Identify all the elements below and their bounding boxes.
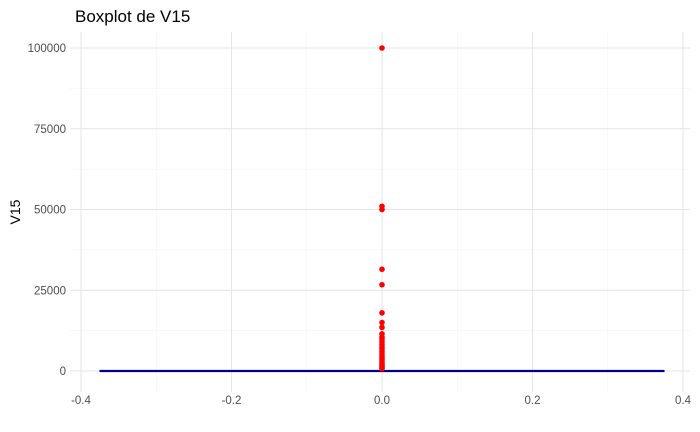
- chart-title: Boxplot de V15: [75, 7, 190, 26]
- y-axis-label: V15: [7, 199, 23, 224]
- y-tick-label: 25000: [34, 285, 66, 297]
- x-tick-label: -0.4: [71, 395, 91, 407]
- outlier-point: [379, 310, 385, 316]
- y-tick-label: 75000: [34, 124, 66, 136]
- x-axis-ticks: -0.4 -0.2 0.0 0.2 0.4: [71, 395, 692, 407]
- outlier-point: [379, 319, 385, 326]
- outlier-point: [379, 206, 385, 213]
- outlier-point: [379, 365, 385, 372]
- x-tick-label: -0.2: [222, 395, 242, 407]
- outlier-points: [379, 45, 385, 372]
- x-tick-label: 0.0: [374, 395, 390, 407]
- y-tick-label: 100000: [28, 43, 66, 55]
- outlier-point: [379, 266, 385, 273]
- y-tick-label: 50000: [34, 205, 66, 217]
- outlier-point: [379, 324, 385, 331]
- x-tick-label: 0.4: [675, 395, 692, 407]
- y-axis-ticks: 0 25000 50000 75000 100000: [28, 43, 66, 378]
- outlier-point: [379, 281, 385, 288]
- y-tick-label: 0: [60, 366, 66, 378]
- x-tick-label: 0.2: [525, 395, 541, 407]
- outlier-point: [379, 45, 385, 51]
